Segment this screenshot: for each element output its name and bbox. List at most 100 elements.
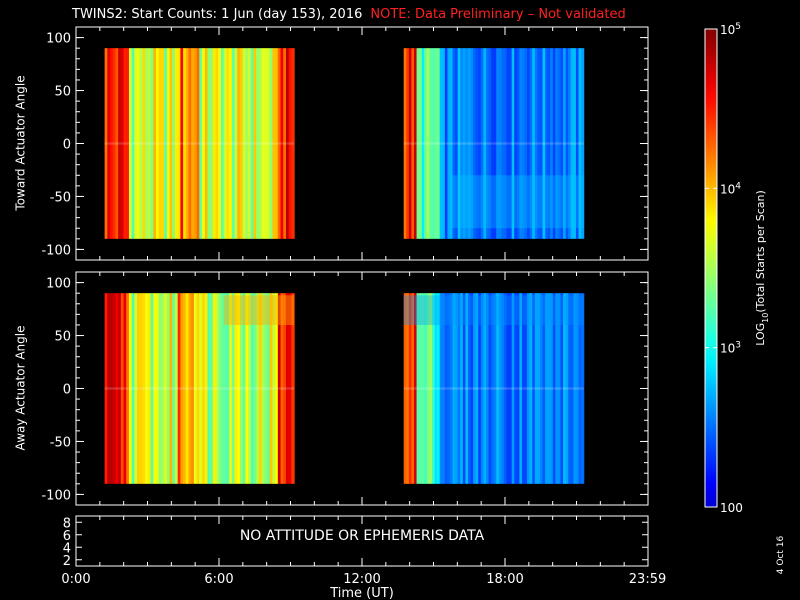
heat-column — [475, 293, 479, 484]
heat-column — [457, 48, 461, 239]
heat-column — [413, 293, 418, 484]
heat-column — [521, 48, 526, 239]
heat-column — [237, 293, 241, 484]
heat-column — [429, 293, 433, 484]
heat-column — [439, 48, 443, 239]
heat-column — [514, 48, 518, 239]
heat-column — [560, 293, 564, 484]
heat-column — [565, 293, 569, 484]
colorbar-tick-label: 104 — [720, 181, 741, 196]
heat-column — [161, 48, 165, 239]
y-tick-label: 100 — [46, 32, 71, 47]
heat-column — [204, 48, 209, 239]
heat-column — [434, 48, 438, 239]
heat-column — [191, 293, 195, 484]
heat-column — [447, 48, 451, 239]
heat-column — [429, 48, 433, 239]
heat-column — [180, 293, 184, 484]
heat-column — [462, 293, 466, 484]
heat-column — [123, 48, 127, 239]
heat-column — [123, 293, 127, 484]
heat-column — [581, 293, 585, 484]
heat-column — [516, 293, 520, 484]
heat-column — [534, 48, 538, 239]
heat-column — [539, 48, 544, 239]
heat-column — [269, 293, 274, 484]
heat-column — [210, 48, 214, 239]
y-tick-label: 100 — [46, 277, 71, 292]
heat-column — [455, 48, 459, 239]
heat-zero-line — [403, 387, 584, 390]
heat-column — [493, 48, 497, 239]
heat-column — [272, 48, 276, 239]
y-tick-label: 0 — [63, 138, 71, 153]
heat-column — [578, 293, 582, 484]
heat-column — [207, 293, 211, 484]
preliminary-note: NOTE: Data Preliminary – Not validated — [370, 7, 626, 22]
heat-column — [120, 48, 125, 239]
heat-column — [467, 293, 472, 484]
heat-column — [256, 48, 260, 239]
heat-column — [449, 48, 454, 239]
heat-column — [452, 293, 456, 484]
heat-column — [552, 293, 556, 484]
heat-column — [223, 48, 228, 239]
heat-column — [480, 293, 484, 484]
heat-column — [527, 48, 531, 239]
heat-column — [506, 48, 510, 239]
heat-column — [509, 48, 513, 239]
heat-column — [532, 293, 536, 484]
y-tick-label: -100 — [41, 488, 71, 503]
heat-column — [242, 48, 246, 239]
heat-column — [465, 48, 469, 239]
heat-column — [503, 293, 508, 484]
heat-column — [110, 293, 114, 484]
heat-column — [480, 48, 484, 239]
heat-column — [411, 293, 415, 484]
heat-column — [498, 293, 502, 484]
y-tick-label: 50 — [54, 85, 71, 100]
heat-column — [475, 48, 479, 239]
heat-column — [283, 293, 287, 484]
heat-column — [256, 293, 260, 484]
heat-column — [550, 293, 554, 484]
heat-column — [261, 48, 265, 239]
heat-column — [473, 48, 477, 239]
heat-column — [488, 48, 492, 239]
heat-column — [457, 293, 461, 484]
heat-column — [272, 293, 276, 484]
heat-column — [542, 293, 546, 484]
heat-column — [509, 293, 513, 484]
data-block — [403, 48, 585, 239]
heat-column — [452, 48, 456, 239]
heat-column — [220, 48, 225, 239]
heat-column — [258, 293, 263, 484]
heat-column — [218, 293, 222, 484]
y-tick-label: -50 — [50, 435, 71, 450]
heat-column — [277, 48, 282, 239]
colorbar: 100 103 104 105 — [704, 22, 743, 515]
heat-column — [485, 48, 490, 239]
heat-column — [496, 48, 500, 239]
heat-column — [172, 48, 176, 239]
heat-column — [542, 48, 546, 239]
heat-column — [147, 293, 152, 484]
heat-column — [426, 48, 431, 239]
heat-column — [245, 293, 249, 484]
heat-column — [557, 293, 562, 484]
heat-column — [264, 48, 268, 239]
heat-column — [239, 293, 244, 484]
heat-column — [188, 48, 192, 239]
y-tick-label: 0 — [63, 383, 71, 398]
heat-column — [110, 48, 114, 239]
heat-column — [191, 48, 195, 239]
heat-column — [172, 293, 176, 484]
heat-column — [424, 293, 428, 484]
heat-column — [134, 293, 138, 484]
heat-column — [419, 293, 423, 484]
heat-column — [547, 48, 551, 239]
heat-column — [128, 293, 133, 484]
heat-column — [283, 48, 287, 239]
heat-column — [521, 293, 526, 484]
colorbar-gradient — [704, 28, 718, 508]
